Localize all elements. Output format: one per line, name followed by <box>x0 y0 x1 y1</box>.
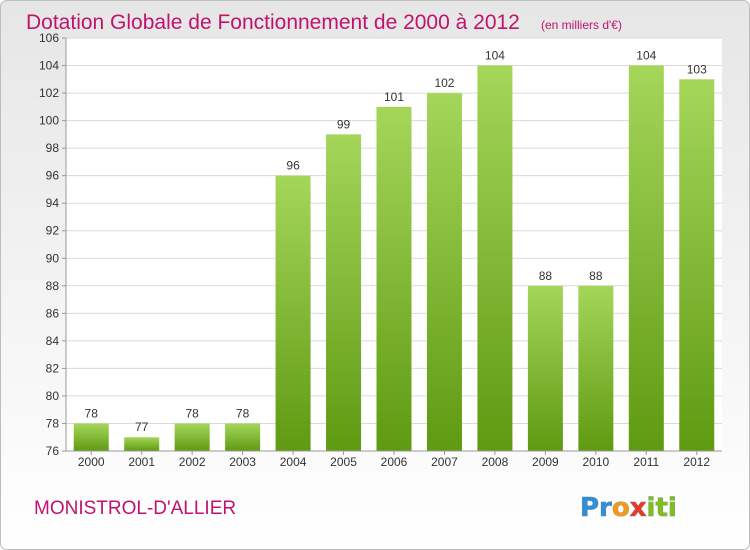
bar <box>174 423 210 451</box>
y-tick-label: 82 <box>46 361 60 375</box>
y-tick-label: 80 <box>46 389 60 403</box>
y-tick-label: 78 <box>46 416 60 430</box>
bar <box>527 285 563 451</box>
data-label: 99 <box>337 117 351 131</box>
y-tick-label: 96 <box>46 169 60 183</box>
bar <box>628 65 664 452</box>
x-tick-label: 2006 <box>381 455 408 469</box>
bar <box>477 65 513 452</box>
y-tick-label: 88 <box>46 279 60 293</box>
data-labels: 78 77 78 78 96 99 101 102 104 88 88 104 103 <box>85 49 708 435</box>
data-label: 77 <box>135 420 149 434</box>
bar <box>426 93 462 452</box>
bars <box>73 65 715 452</box>
data-label: 78 <box>236 406 250 420</box>
data-label: 102 <box>434 76 454 90</box>
chart-title: Dotation Globale de Fonctionnement de 20… <box>26 11 520 34</box>
chart-subtitle: (en milliers d'€) <box>541 18 622 32</box>
x-tick-label: 2012 <box>683 455 710 469</box>
x-tick-label: 2000 <box>78 455 105 469</box>
x-tick-label: 2007 <box>431 455 458 469</box>
y-tick-label: 104 <box>39 59 59 73</box>
y-tick-label: 86 <box>46 306 60 320</box>
proxiti-logo: Proxiti <box>580 493 677 524</box>
data-label: 103 <box>687 62 707 76</box>
x-tick-label: 2008 <box>482 455 509 469</box>
y-tick-label: 98 <box>46 141 60 155</box>
y-tick-label: 76 <box>46 444 60 458</box>
y-tick-label: 92 <box>46 224 60 238</box>
x-tick-labels: 2000 2001 2002 2003 2004 2005 2006 2007 2008 2009… <box>78 451 710 469</box>
data-label: 78 <box>185 406 199 420</box>
x-tick-label: 2002 <box>179 455 206 469</box>
data-label: 104 <box>636 49 656 63</box>
bar <box>326 134 362 451</box>
x-tick-label: 2011 <box>633 455 659 469</box>
x-tick-label: 2003 <box>229 455 256 469</box>
data-label: 96 <box>286 159 300 173</box>
bar <box>73 423 109 451</box>
data-label: 88 <box>539 269 553 283</box>
x-tick-label: 2010 <box>582 455 609 469</box>
bar <box>124 437 160 451</box>
data-label: 104 <box>485 49 505 63</box>
y-tick-label: 94 <box>46 196 60 210</box>
data-label: 88 <box>589 269 603 283</box>
y-tick-label: 106 <box>39 31 59 45</box>
bar <box>376 106 412 451</box>
x-tick-label: 2004 <box>280 455 307 469</box>
bar <box>679 79 715 452</box>
y-tick-label: 100 <box>39 114 59 128</box>
x-tick-label: 2009 <box>532 455 559 469</box>
y-tick-label: 84 <box>46 334 60 348</box>
data-label: 78 <box>85 406 99 420</box>
y-tick-label: 90 <box>46 251 60 265</box>
proxiti-logo-text: Proxiti <box>580 493 677 523</box>
bar <box>225 423 261 451</box>
x-tick-label: 2005 <box>330 455 357 469</box>
bar <box>275 175 311 451</box>
y-tick-label: 102 <box>39 86 59 100</box>
place-name: MONISTROL-D'ALLIER <box>34 498 236 519</box>
data-label: 101 <box>384 90 404 104</box>
bar <box>578 285 614 451</box>
x-tick-label: 2001 <box>128 455 155 469</box>
y-tick-labels: 76 78 80 82 84 86 88 90 92 94 96 98 100 102 104 106 <box>39 31 66 458</box>
